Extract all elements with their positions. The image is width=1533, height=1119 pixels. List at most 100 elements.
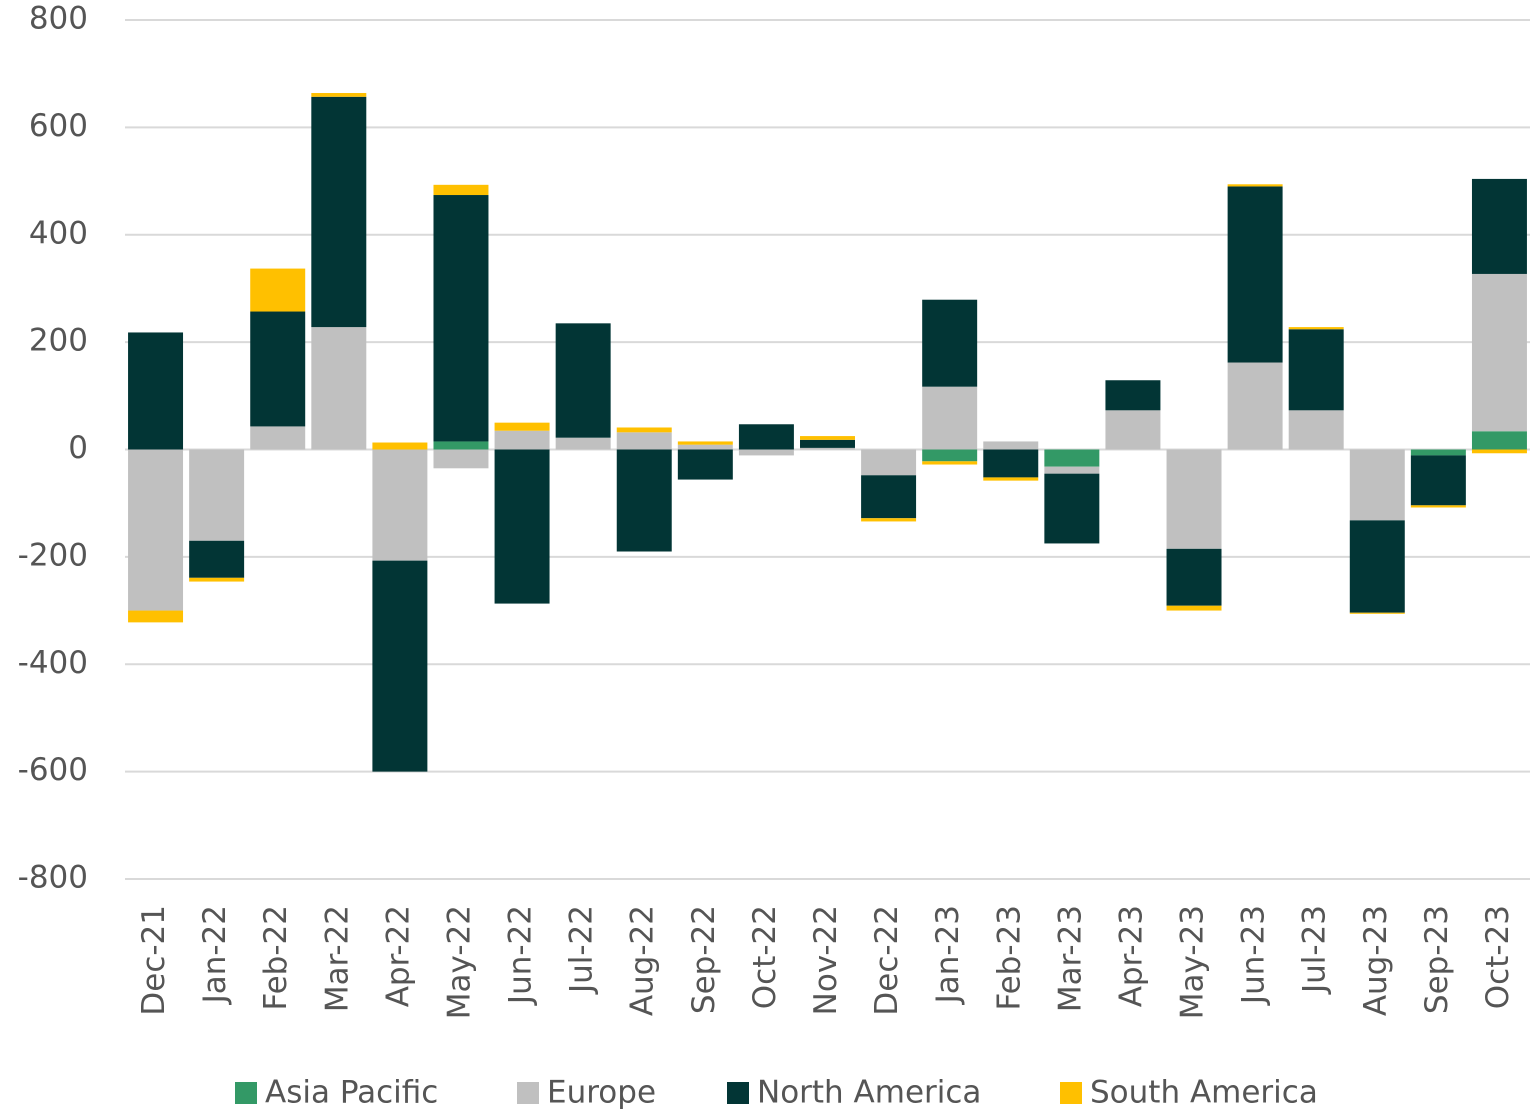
x-tick-label: Jun-23 [1236, 905, 1272, 1006]
x-tick-label: May-22 [441, 905, 477, 1019]
bar-segment [1410, 455, 1466, 506]
bar-segment [189, 577, 245, 582]
x-tick-label: Mar-22 [319, 905, 355, 1012]
x-tick-label: Apr-22 [380, 905, 416, 1007]
bar-segment [189, 540, 245, 578]
x-tick-label: Sep-22 [686, 905, 722, 1014]
bar-segment [433, 449, 489, 469]
x-tick-label: Jan-23 [930, 905, 966, 1005]
bar-segment [372, 560, 428, 772]
x-tick-label: Dec-22 [869, 905, 905, 1016]
bar-segment [1288, 410, 1344, 450]
bar-segment [861, 518, 917, 522]
bar-segment [311, 96, 367, 328]
y-tick-label: 400 [29, 215, 88, 251]
bar-segment [1227, 184, 1283, 187]
legend-swatch [727, 1082, 749, 1104]
bar-segment [1349, 520, 1405, 613]
x-tick-label: Aug-23 [1358, 905, 1394, 1016]
x-tick-label: Feb-23 [991, 905, 1027, 1011]
bar-segment [677, 441, 733, 445]
x-tick-label: Apr-23 [1113, 905, 1149, 1007]
bar-segment [128, 610, 184, 623]
bar-segment [1044, 466, 1100, 474]
bar-segment [1227, 362, 1283, 450]
y-tick-label: -600 [18, 752, 88, 788]
legend-label: South America [1090, 1075, 1318, 1111]
y-tick-label: -400 [18, 645, 88, 681]
bar-segment [738, 424, 794, 450]
bar-segment [1349, 449, 1405, 521]
bar-segment [1044, 473, 1100, 544]
y-tick-label: -800 [18, 860, 88, 896]
bar-segment [433, 184, 489, 196]
bar-segment [1166, 449, 1222, 549]
bar-segment [250, 268, 306, 312]
bar-segment [1471, 449, 1527, 454]
bar-segment [311, 93, 367, 97]
bar-segment [738, 449, 794, 456]
x-tick-label: Jun-22 [503, 905, 539, 1006]
x-tick-label: Sep-23 [1419, 905, 1455, 1014]
bar-segment [800, 436, 855, 440]
bar-segment [311, 327, 367, 450]
bar-segment [1471, 178, 1527, 274]
bar-segment [616, 449, 672, 552]
bar-segment [677, 444, 733, 450]
x-tick-label: Oct-23 [1480, 905, 1516, 1009]
x-tick-label: Jan-22 [197, 905, 233, 1005]
bar-segment [372, 442, 428, 450]
y-tick-label: 800 [29, 1, 88, 37]
bar-segment [1105, 380, 1161, 411]
bar-segment [1105, 410, 1161, 450]
x-tick-label: Oct-22 [747, 905, 783, 1009]
bar-segment [128, 449, 184, 611]
bar-segment [983, 449, 1039, 478]
bar-segment [861, 475, 917, 519]
legend-label: North America [757, 1075, 981, 1111]
y-tick-label: 0 [68, 430, 88, 466]
x-tick-label: Feb-22 [258, 905, 294, 1011]
bar-segment [1044, 449, 1100, 467]
bar-segment [1471, 431, 1527, 450]
y-tick-label: -200 [18, 537, 88, 573]
legend-swatch [1060, 1082, 1082, 1104]
bar-segment [250, 426, 306, 450]
bar-segment [250, 311, 306, 427]
legend-label: Europe [547, 1075, 656, 1111]
x-tick-label: Jul-23 [1297, 905, 1333, 995]
bar-segment [1410, 449, 1466, 456]
bar-segment [189, 449, 245, 541]
y-tick-label: 600 [29, 108, 88, 144]
bar-segment [433, 195, 489, 442]
x-tick-label: Mar-23 [1052, 905, 1088, 1012]
bar-segment [1166, 548, 1222, 606]
x-tick-label: Aug-22 [625, 905, 661, 1016]
bar-segment [1288, 327, 1344, 330]
bar-segment [1227, 186, 1283, 363]
bar-segment [1471, 273, 1527, 432]
bar-segment [800, 447, 855, 450]
bar-segment [372, 449, 428, 561]
bar-segment [555, 437, 611, 450]
x-tick-label: May-23 [1175, 905, 1211, 1019]
x-tick-label: Dec-21 [136, 905, 172, 1016]
bar-segment [128, 332, 184, 450]
bar-segment [922, 299, 978, 387]
legend-swatch [235, 1082, 257, 1104]
bar-segment [677, 449, 733, 480]
bar-segment [494, 449, 550, 604]
x-tick-label: Nov-22 [808, 905, 844, 1015]
legend-swatch [517, 1082, 539, 1104]
bar-segment [1410, 505, 1466, 508]
y-tick-label: 200 [29, 323, 88, 359]
bar-segment [616, 432, 672, 450]
bar-segment [433, 441, 489, 450]
bar-segment [922, 461, 978, 465]
bar-segment [922, 386, 978, 450]
bar-segment [800, 439, 855, 448]
bar-segment [861, 449, 917, 476]
bar-segment [1166, 605, 1222, 611]
x-tick-label: Jul-22 [564, 905, 600, 995]
